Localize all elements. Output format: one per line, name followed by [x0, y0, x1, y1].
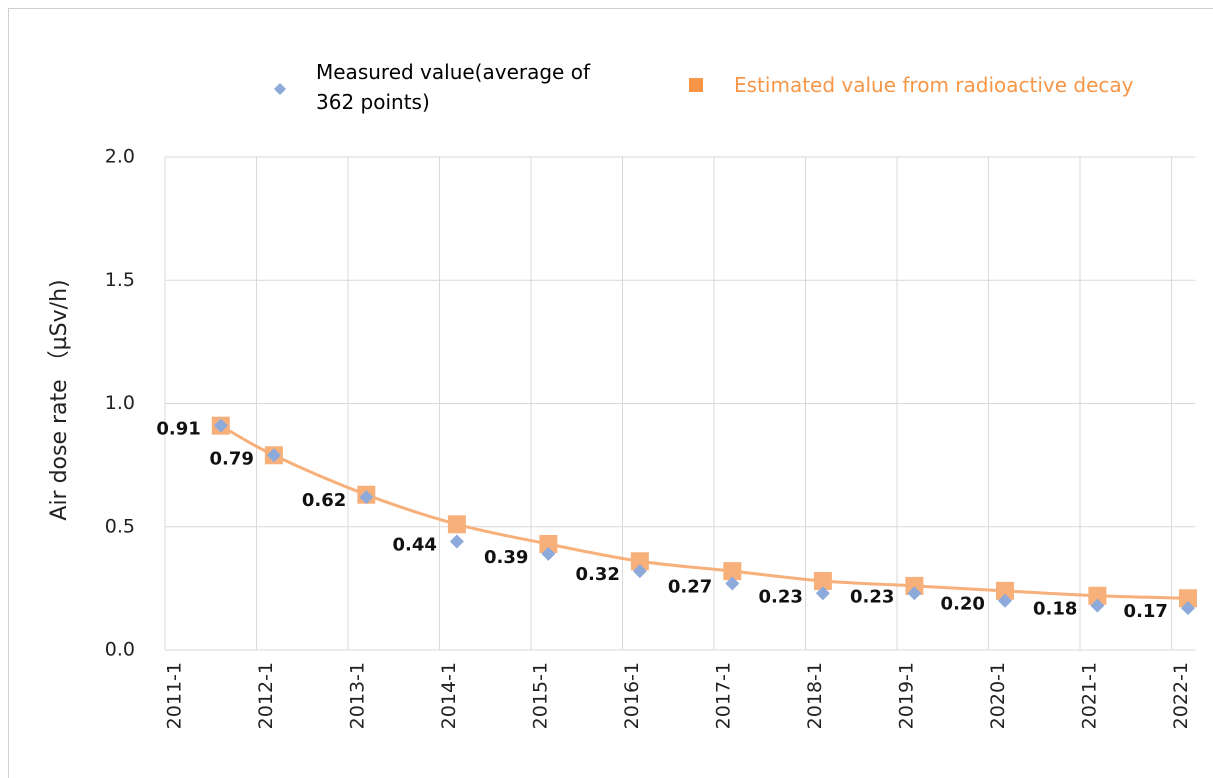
data-point — [449, 534, 464, 549]
legend-entry: Measured value(average of 362 points) — [270, 57, 630, 117]
data-point — [1090, 598, 1105, 613]
data-label: 0.23 — [758, 586, 802, 607]
data-point — [995, 581, 1014, 600]
data-point — [539, 535, 558, 554]
x-tick-label: 2018-1 — [804, 662, 826, 729]
data-point — [1178, 589, 1197, 608]
data-point — [813, 571, 832, 590]
x-tick-label: 2017-1 — [713, 662, 735, 729]
data-point — [725, 576, 740, 591]
data-point — [447, 515, 466, 534]
data-label: 0.32 — [575, 564, 619, 585]
legend-entry: Estimated value from radioactive decay — [686, 70, 1213, 100]
y-tick-label: 1.5 — [105, 269, 135, 291]
x-tick-label: 2012-1 — [255, 662, 277, 729]
legend-swatch — [274, 83, 286, 95]
x-tick-label: 2019-1 — [896, 662, 918, 729]
legend-label: Measured value(average of 362 points) — [316, 60, 590, 114]
y-tick-label: 0.0 — [105, 639, 135, 661]
data-label: 0.20 — [941, 594, 985, 615]
data-label: 0.39 — [484, 547, 528, 568]
data-point — [359, 490, 374, 505]
frame — [8, 8, 1213, 778]
data-label: 0.27 — [668, 576, 712, 597]
data-point — [632, 564, 647, 579]
x-tick-label: 2014-1 — [438, 662, 460, 729]
data-point — [907, 586, 922, 601]
data-point — [1088, 586, 1107, 605]
y-tick-label: 0.5 — [105, 515, 135, 537]
x-tick-label: 2020-1 — [987, 662, 1009, 729]
data-point — [213, 418, 228, 433]
data-label: 0.44 — [392, 535, 436, 556]
y-axis-label: Air dose rate （µSv/h) — [47, 279, 72, 520]
data-point — [266, 448, 281, 463]
y-tick-label: 1.0 — [105, 392, 135, 414]
data-point — [723, 562, 742, 581]
legend-label: Estimated value from radioactive decay — [734, 73, 1134, 97]
data-point — [905, 576, 924, 595]
data-label: 0.17 — [1124, 601, 1168, 622]
x-tick-label: 2021-1 — [1079, 662, 1101, 729]
data-label: 0.79 — [209, 448, 253, 469]
data-label: 0.23 — [850, 586, 894, 607]
y-tick-label: 2.0 — [105, 146, 135, 168]
legend-swatch — [689, 78, 703, 92]
data-point — [997, 593, 1012, 608]
x-tick-label: 2022-1 — [1170, 662, 1192, 729]
x-tick-label: 2016-1 — [621, 662, 643, 729]
x-tick-label: 2013-1 — [347, 662, 369, 729]
x-tick-label: 2011-1 — [164, 662, 186, 729]
data-point — [815, 586, 830, 601]
data-label: 0.91 — [156, 419, 200, 440]
line — [220, 424, 1189, 600]
data-label: 0.62 — [302, 490, 346, 511]
x-tick-label: 2015-1 — [530, 662, 552, 729]
data-point — [1180, 601, 1195, 616]
data-point — [541, 546, 556, 561]
data-point — [630, 552, 649, 571]
data-label: 0.18 — [1033, 599, 1077, 620]
